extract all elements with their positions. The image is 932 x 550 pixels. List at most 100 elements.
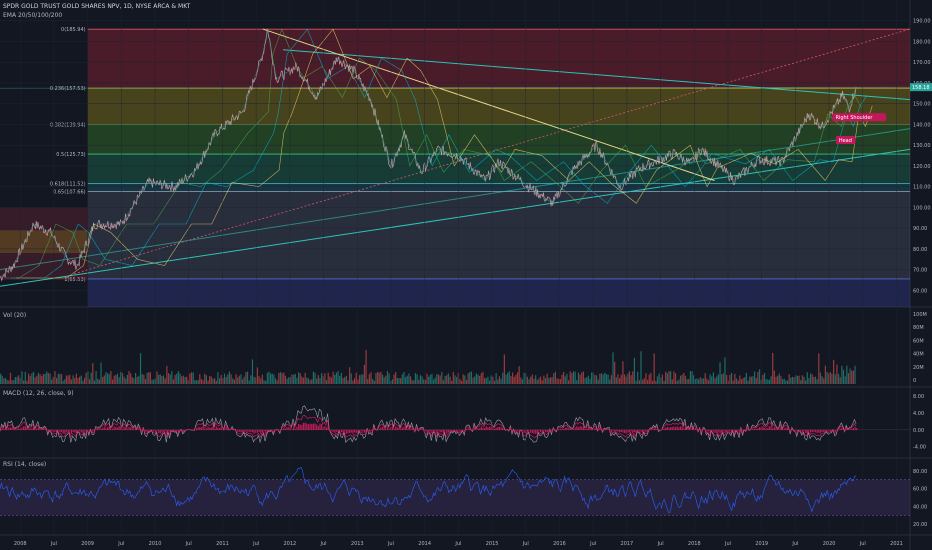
- volume-bar: [192, 372, 194, 384]
- annotation-label: Head: [839, 138, 852, 144]
- volume-bar: [683, 372, 685, 384]
- macd-hist-bar: [615, 429, 617, 432]
- volume-bar: [549, 377, 552, 384]
- volume-bar: [551, 377, 553, 384]
- volume-bar: [507, 372, 509, 384]
- volume-bar: [238, 375, 240, 384]
- volume-bar: [418, 379, 420, 384]
- volume-bar: [806, 372, 808, 384]
- volume-bar: [564, 376, 566, 384]
- macd-hist-bar: [325, 427, 328, 431]
- time-tick-label: 2010: [149, 541, 162, 547]
- macd-hist-bar: [670, 427, 672, 431]
- macd-hist-bar: [330, 429, 333, 432]
- volume-bar: [717, 374, 719, 384]
- chart-title: SPDR GOLD TRUST GOLD SHARES NPV, 1D, NYS…: [3, 3, 191, 10]
- macd-hist-bar: [60, 429, 63, 432]
- macd-hist-bar: [39, 429, 41, 431]
- time-tick-label: 2019: [755, 541, 768, 547]
- time-tick-label: 2011: [216, 541, 229, 547]
- volume-bar: [105, 372, 107, 384]
- macd-hist-bar: [134, 428, 137, 431]
- volume-bar: [836, 364, 838, 384]
- volume-bar: [543, 375, 545, 384]
- volume-bar: [148, 372, 150, 384]
- volume-bar: [398, 378, 400, 384]
- ema-line: [10, 28, 868, 279]
- volume-bar: [401, 374, 403, 384]
- volume-bar: [548, 378, 550, 384]
- macd-hist-bar: [411, 427, 413, 431]
- volume-bar: [388, 373, 390, 384]
- volume-bar: [666, 373, 668, 384]
- volume-bar: [217, 372, 219, 384]
- volume-bar: [734, 373, 736, 384]
- volume-bar: [558, 378, 560, 384]
- volume-bar: [722, 373, 724, 384]
- macd-hist-bar: [823, 429, 825, 432]
- volume-tick-label: 100M: [913, 312, 927, 318]
- volume-bar: [294, 373, 296, 384]
- fib-label: 0.65(107.66): [53, 190, 86, 196]
- macd-hist-bar: [138, 428, 140, 431]
- macd-hist-bar: [474, 427, 476, 431]
- macd-hist-bar: [312, 423, 314, 431]
- time-tick-label: Jul: [387, 541, 394, 547]
- ema-line: [5, 28, 862, 279]
- macd-hist-bar: [671, 427, 673, 431]
- volume-bar: [824, 365, 826, 384]
- volume-bar: [171, 371, 173, 384]
- macd-hist-bar: [656, 428, 659, 431]
- volume-bar: [584, 377, 586, 384]
- volume-bar: [154, 378, 156, 384]
- macd-hist-bar: [266, 429, 268, 432]
- macd-hist-bar: [462, 429, 464, 431]
- volume-bar: [16, 376, 18, 384]
- volume-bar: [27, 373, 30, 384]
- macd-hist-bar: [125, 427, 127, 431]
- macd-hist-bar: [24, 426, 26, 431]
- volume-bar: [778, 373, 780, 384]
- volume-bar: [651, 380, 654, 384]
- macd-hist-bar: [439, 429, 441, 433]
- macd-hist-bar: [289, 428, 291, 431]
- volume-bar: [553, 373, 555, 384]
- macd-hist-bar: [742, 429, 744, 432]
- macd-hist-bar: [702, 429, 705, 431]
- volume-bar: [74, 378, 76, 384]
- macd-hist-bar: [115, 426, 117, 431]
- macd-hist-bar: [546, 429, 548, 433]
- macd-hist-bar: [161, 429, 163, 433]
- macd-hist-bar: [227, 428, 229, 431]
- volume-bar: [628, 371, 631, 384]
- volume-bar: [819, 372, 822, 384]
- volume-bar: [790, 377, 792, 384]
- volume-bar: [788, 374, 790, 384]
- volume-bar: [141, 373, 143, 384]
- volume-bar: [460, 380, 463, 384]
- macd-hist-bar: [309, 423, 311, 431]
- macd-hist-bar: [153, 429, 155, 432]
- volume-bar: [324, 373, 326, 384]
- volume-bar: [567, 380, 570, 384]
- volume-bar: [210, 376, 212, 384]
- macd-hist-bar: [467, 428, 469, 431]
- volume-bar: [103, 375, 105, 384]
- macd-hist-bar: [595, 428, 598, 431]
- macd-hist-bar: [3, 428, 5, 431]
- macd-hist-bar: [41, 429, 43, 431]
- macd-hist-bar: [69, 429, 71, 431]
- volume-bar: [102, 377, 104, 384]
- price-tick-label: 150.00: [913, 102, 931, 108]
- macd-hist-bar: [182, 429, 184, 432]
- volume-bar: [544, 378, 547, 384]
- volume-bar: [266, 372, 268, 384]
- macd-hist-bar: [475, 429, 477, 431]
- macd-hist-bar: [64, 429, 66, 434]
- volume-bar: [638, 380, 640, 384]
- volume-bar: [844, 376, 846, 384]
- time-tick-label: Jul: [522, 541, 529, 547]
- volume-bar: [444, 376, 446, 384]
- macd-hist-bar: [31, 428, 33, 431]
- volume-bar: [714, 378, 716, 384]
